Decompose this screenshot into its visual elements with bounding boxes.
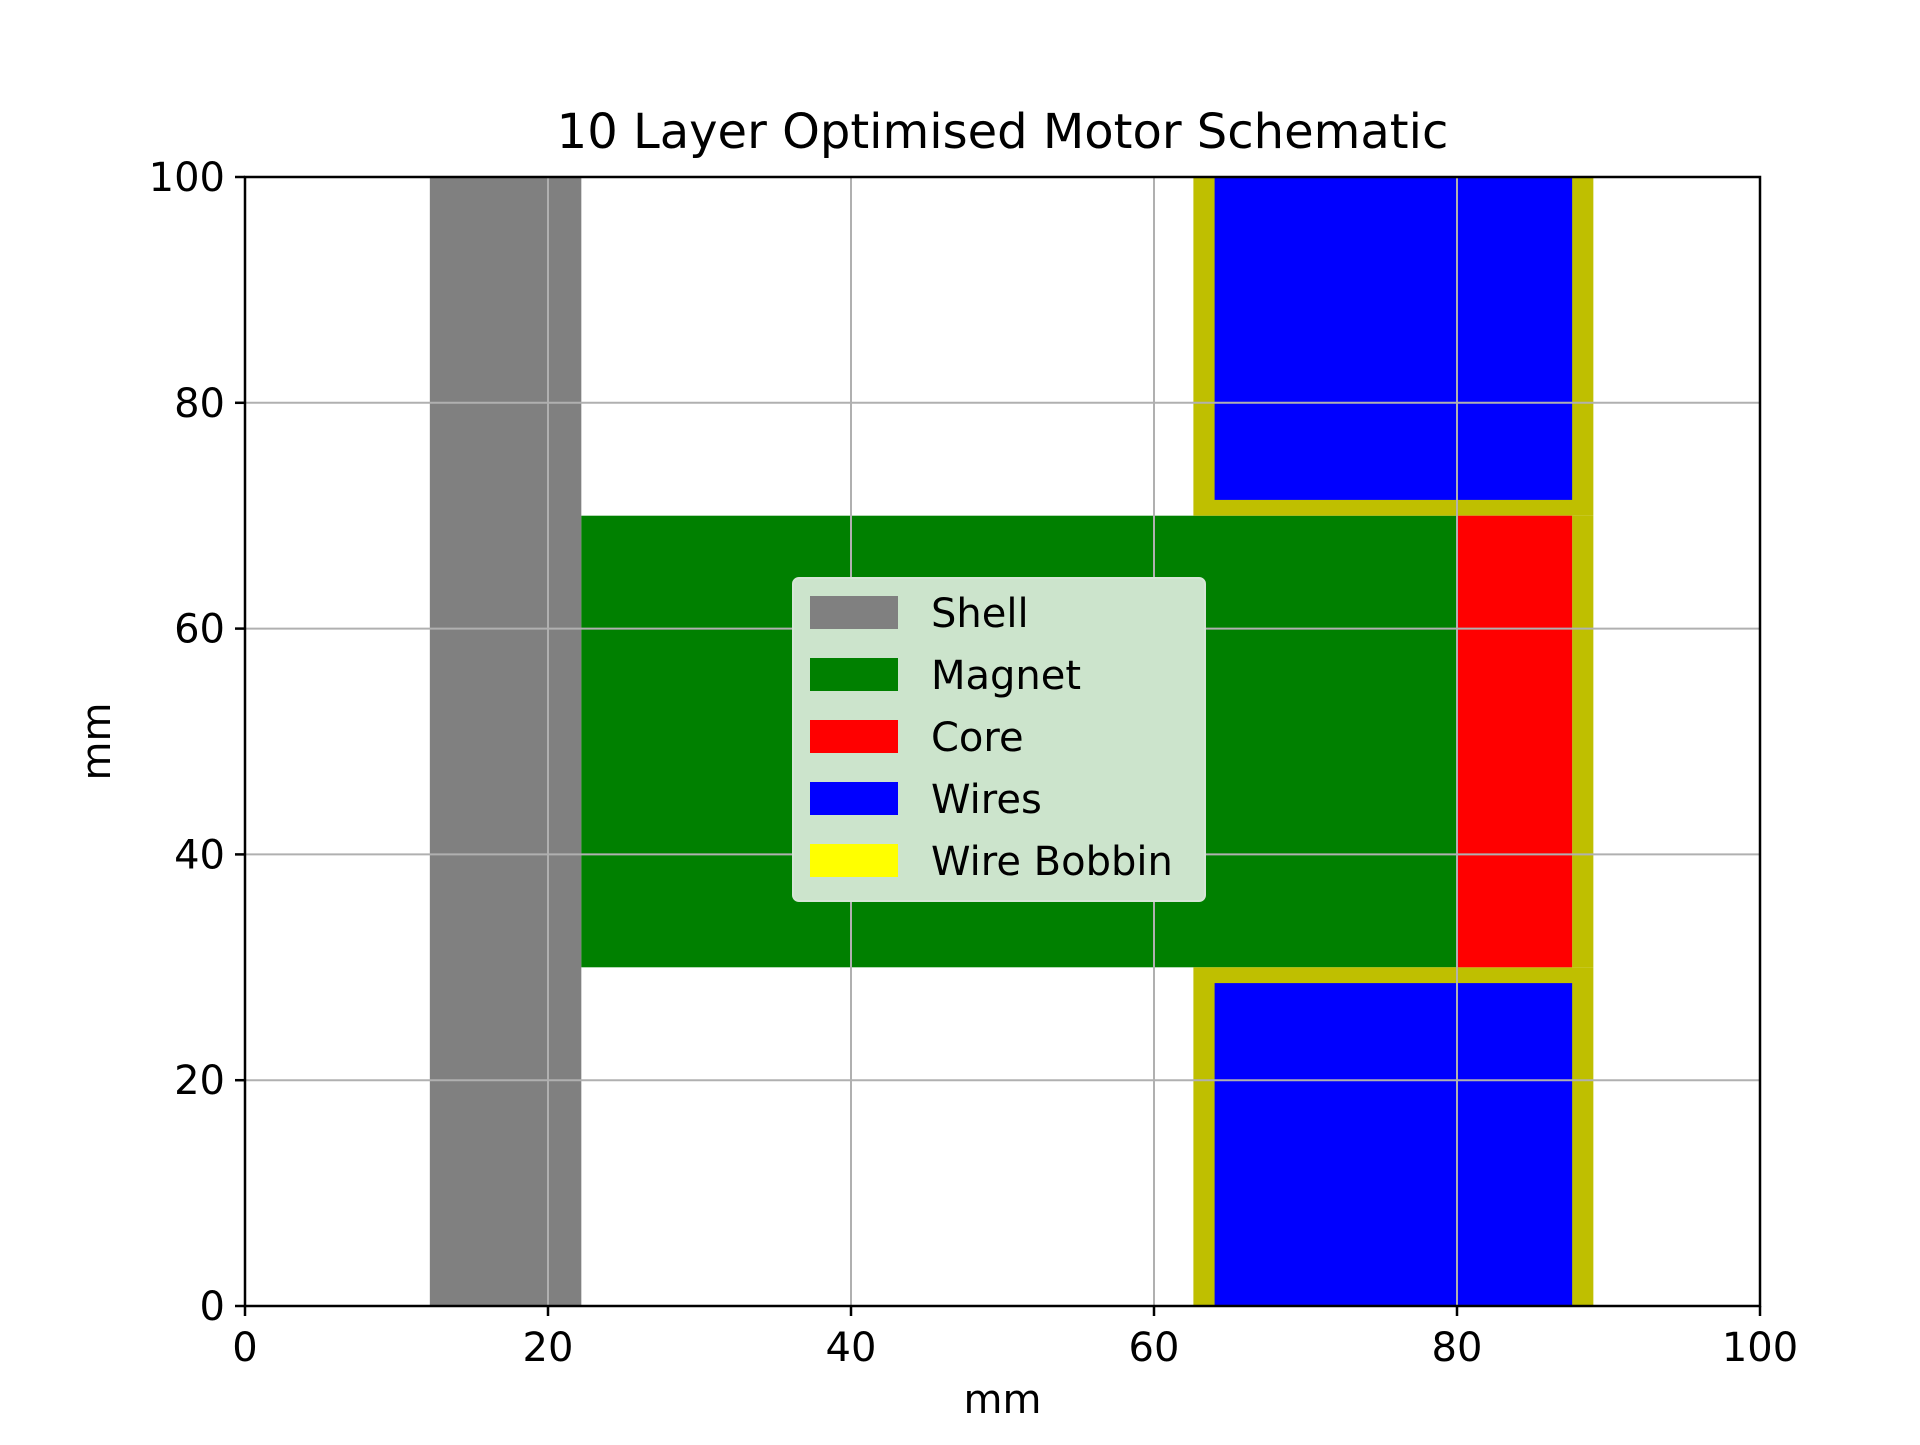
x-tick-label: 0 — [232, 1325, 257, 1371]
x-tick-label: 40 — [826, 1325, 877, 1371]
legend-swatch-core — [810, 720, 898, 753]
legend-label-magnet: Magnet — [931, 653, 1081, 699]
y-axis-label: mm — [74, 703, 120, 781]
region-wires-6 — [1214, 983, 1573, 1306]
x-tick-label: 20 — [523, 1325, 574, 1371]
y-tick-label: 40 — [174, 832, 225, 878]
y-tick-label: 60 — [174, 607, 225, 653]
x-tick-label: 60 — [1129, 1325, 1180, 1371]
legend-label-wire-bobbin: Wire Bobbin — [931, 839, 1173, 885]
legend: Shell Magnet Core Wires Wire Bobbin — [792, 577, 1206, 902]
x-tick-label: 80 — [1432, 1325, 1483, 1371]
region-wire-bobbin-4 — [1572, 515, 1594, 968]
chart-title: 10 Layer Optimised Motor Schematic — [557, 104, 1449, 160]
legend-swatch-magnet — [810, 658, 898, 691]
legend-label-shell: Shell — [931, 591, 1029, 637]
region-wires-5 — [1214, 177, 1573, 500]
y-tick-label: 20 — [174, 1058, 225, 1104]
x-axis-label: mm — [964, 1377, 1042, 1423]
region-shell-0 — [429, 177, 582, 1306]
legend-swatch-wire-bobbin — [810, 844, 898, 877]
regions-layer — [429, 177, 1594, 1306]
legend-swatch-shell — [810, 596, 898, 629]
y-tick-label: 0 — [200, 1284, 225, 1330]
ticks-layer: 0 20 40 60 80 100 0 20 40 60 80 100 — [149, 155, 1799, 1371]
region-core-7 — [1457, 515, 1573, 968]
y-tick-label: 80 — [174, 381, 225, 427]
x-tick-label: 100 — [1722, 1325, 1798, 1371]
legend-swatch-wires — [810, 782, 898, 815]
axes-frame — [243, 175, 1762, 1308]
legend-label-wires: Wires — [931, 777, 1042, 823]
legend-label-core: Core — [931, 715, 1024, 761]
y-tick-label: 100 — [149, 155, 225, 201]
